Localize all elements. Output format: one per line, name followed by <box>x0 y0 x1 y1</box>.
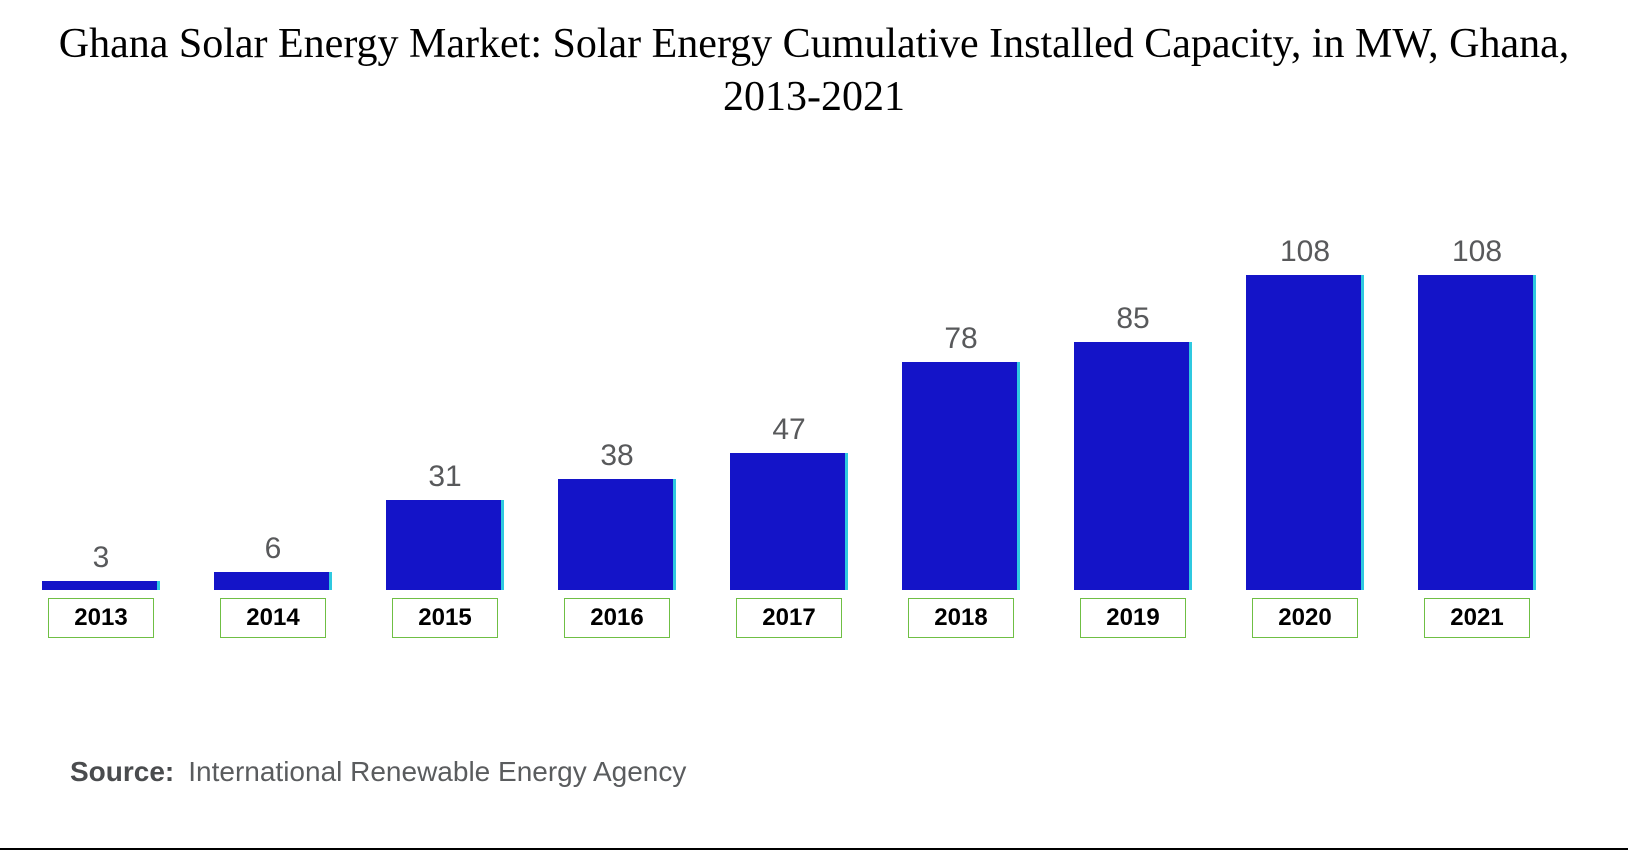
bar-rect <box>902 362 1020 590</box>
source-line: Source: International Renewable Energy Ag… <box>70 756 686 788</box>
x-axis-label: 2018 <box>908 598 1014 638</box>
bar-rect <box>558 479 676 590</box>
bar-rect <box>386 500 504 590</box>
x-axis-label: 2020 <box>1252 598 1358 638</box>
bar-value-label: 85 <box>1116 302 1149 336</box>
chart-title: Ghana Solar Energy Market: Solar Energy … <box>0 0 1628 123</box>
bar: 78 <box>896 322 1026 590</box>
x-axis-label: 2017 <box>736 598 842 638</box>
bar-rect <box>1074 342 1192 590</box>
x-axis-label: 2014 <box>220 598 326 638</box>
bar-value-label: 47 <box>772 413 805 447</box>
x-axis-label: 2021 <box>1424 598 1530 638</box>
bar-value-label: 31 <box>428 460 461 494</box>
bar: 108 <box>1240 235 1370 590</box>
bar: 108 <box>1412 235 1542 590</box>
bar-rect <box>1418 275 1536 590</box>
bar: 85 <box>1068 302 1198 590</box>
page: Ghana Solar Energy Market: Solar Energy … <box>0 0 1628 850</box>
x-axis-labels: 2013 2014 2015 2016 2017 2018 2019 2020 2021 <box>30 598 1598 648</box>
source-label: Source: <box>70 756 174 787</box>
bar: 3 <box>36 541 166 590</box>
bar-value-label: 78 <box>944 322 977 356</box>
x-axis-label: 2016 <box>564 598 670 638</box>
bar-chart: 363138477885108108 201320142015201620172… <box>30 160 1598 650</box>
bars-row: 3 6 31 38 47 78 85 108 108 <box>30 160 1598 590</box>
x-axis-label: 2013 <box>48 598 154 638</box>
x-axis-label: 2019 <box>1080 598 1186 638</box>
bar-value-label: 3 <box>93 541 110 575</box>
bar-value-label: 108 <box>1452 235 1502 269</box>
bar-value-label: 6 <box>265 532 282 566</box>
bar-value-label: 108 <box>1280 235 1330 269</box>
bar-rect <box>1246 275 1364 590</box>
bar: 31 <box>380 460 510 590</box>
bar-rect <box>214 572 332 590</box>
bar-rect <box>730 453 848 590</box>
bar: 47 <box>724 413 854 590</box>
x-axis-label: 2015 <box>392 598 498 638</box>
source-text: International Renewable Energy Agency <box>188 756 686 787</box>
bar-rect <box>42 581 160 590</box>
bar: 38 <box>552 439 682 590</box>
bar: 6 <box>208 532 338 590</box>
bar-value-label: 38 <box>600 439 633 473</box>
